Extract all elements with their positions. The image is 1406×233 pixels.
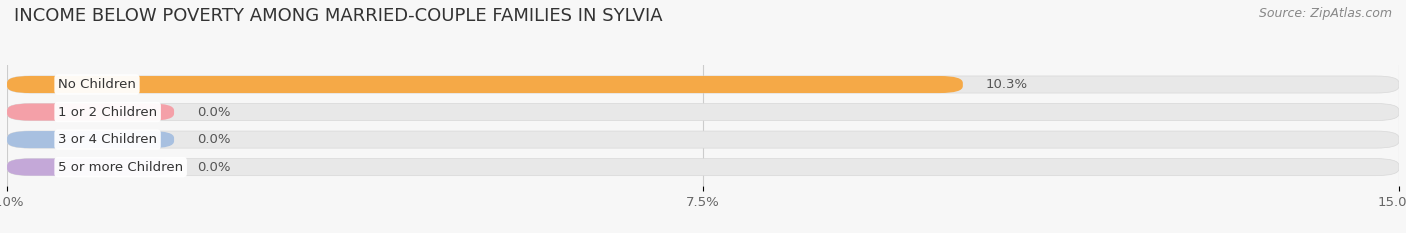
Text: No Children: No Children: [58, 78, 136, 91]
Text: 1 or 2 Children: 1 or 2 Children: [58, 106, 157, 119]
FancyBboxPatch shape: [7, 131, 1399, 148]
Text: 0.0%: 0.0%: [197, 161, 231, 174]
FancyBboxPatch shape: [7, 103, 1399, 121]
Text: INCOME BELOW POVERTY AMONG MARRIED-COUPLE FAMILIES IN SYLVIA: INCOME BELOW POVERTY AMONG MARRIED-COUPL…: [14, 7, 662, 25]
Text: 5 or more Children: 5 or more Children: [58, 161, 183, 174]
FancyBboxPatch shape: [7, 159, 1399, 176]
Text: 0.0%: 0.0%: [197, 133, 231, 146]
FancyBboxPatch shape: [7, 103, 174, 121]
Text: 0.0%: 0.0%: [197, 106, 231, 119]
FancyBboxPatch shape: [7, 76, 1399, 93]
Text: 10.3%: 10.3%: [986, 78, 1028, 91]
FancyBboxPatch shape: [7, 76, 963, 93]
Text: 3 or 4 Children: 3 or 4 Children: [58, 133, 157, 146]
Text: Source: ZipAtlas.com: Source: ZipAtlas.com: [1258, 7, 1392, 20]
FancyBboxPatch shape: [7, 159, 174, 176]
FancyBboxPatch shape: [7, 131, 174, 148]
